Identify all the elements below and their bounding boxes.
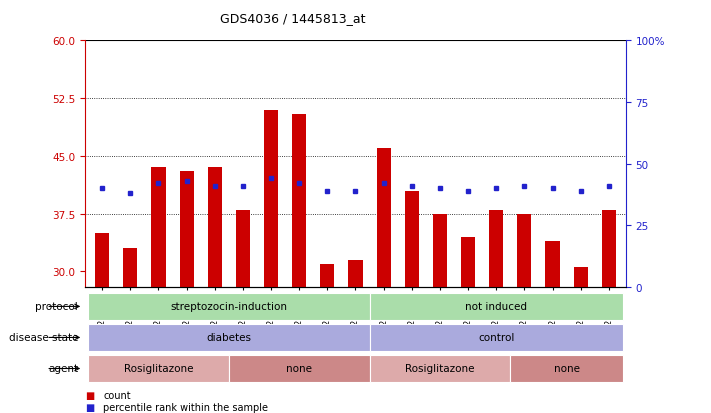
Bar	[602, 210, 616, 287]
Text: disease state: disease state	[9, 332, 78, 343]
Bar	[180, 172, 193, 287]
Bar	[574, 268, 588, 287]
Bar	[518, 214, 531, 287]
Text: ■: ■	[85, 401, 95, 412]
Text: none: none	[287, 363, 312, 374]
Bar	[95, 233, 109, 287]
Text: not induced: not induced	[465, 301, 528, 312]
Bar	[377, 149, 390, 287]
Text: GDS4036 / 1445813_at: GDS4036 / 1445813_at	[220, 12, 366, 25]
Text: control: control	[478, 332, 514, 343]
Bar	[545, 241, 560, 287]
Text: ■: ■	[85, 390, 95, 400]
Bar	[208, 168, 222, 287]
Text: Rosiglitazone: Rosiglitazone	[124, 363, 193, 374]
Bar	[264, 110, 278, 287]
Bar	[321, 264, 334, 287]
Text: protocol: protocol	[36, 301, 78, 312]
Text: percentile rank within the sample: percentile rank within the sample	[103, 401, 268, 412]
Bar	[489, 210, 503, 287]
Bar	[405, 191, 419, 287]
Text: none: none	[554, 363, 579, 374]
Bar	[461, 237, 475, 287]
Text: diabetes: diabetes	[206, 332, 252, 343]
Bar	[151, 168, 166, 287]
Bar	[292, 114, 306, 287]
Text: count: count	[103, 390, 131, 400]
Bar	[123, 249, 137, 287]
Text: agent: agent	[48, 363, 78, 374]
Bar	[433, 214, 447, 287]
Text: Rosiglitazone: Rosiglitazone	[405, 363, 475, 374]
Text: streptozocin-induction: streptozocin-induction	[171, 301, 287, 312]
Bar	[236, 210, 250, 287]
Bar	[348, 260, 363, 287]
